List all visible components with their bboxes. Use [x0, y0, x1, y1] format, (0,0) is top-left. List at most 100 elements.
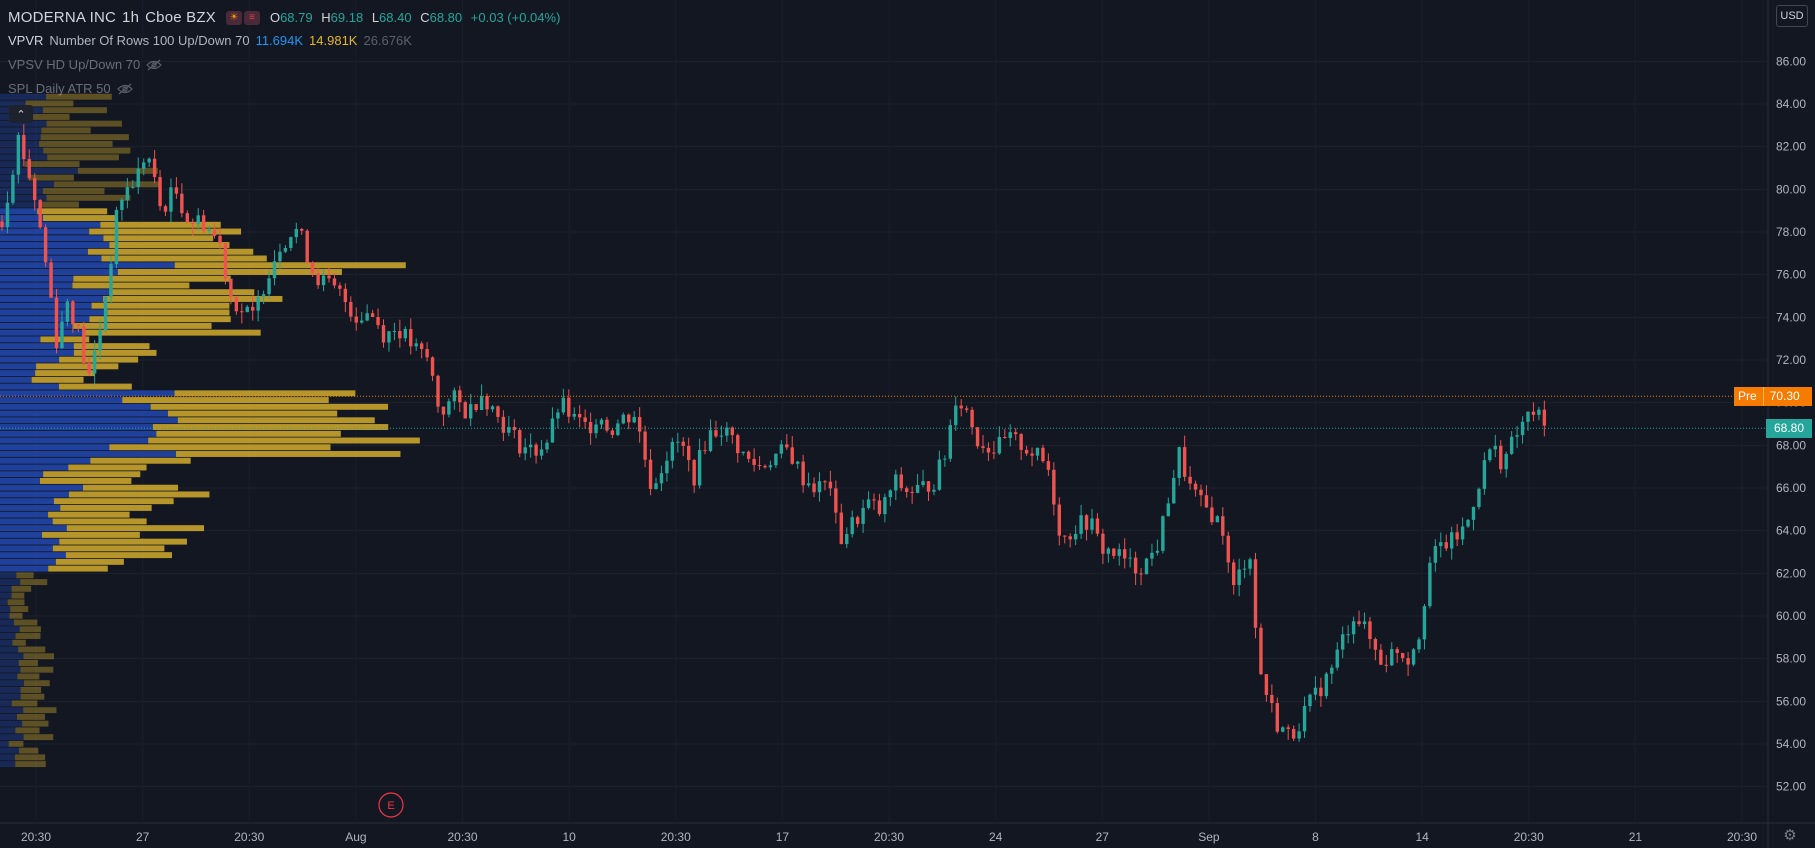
candle-body	[1460, 526, 1465, 540]
candle-body	[1302, 706, 1307, 732]
hidden-eye-icon[interactable]	[146, 59, 163, 71]
candle-body	[136, 168, 140, 187]
candle-body	[1520, 421, 1525, 436]
vp-down-bar	[7, 599, 25, 606]
vp-up-bar	[0, 302, 92, 309]
vp-up-bar	[0, 646, 19, 653]
vp-up-bar	[0, 660, 19, 666]
time-tick-label: 27	[1096, 830, 1110, 844]
vp-up-bar	[0, 700, 12, 707]
vp-down-bar	[156, 430, 341, 437]
candle-body	[245, 306, 249, 313]
candle-body	[425, 349, 429, 358]
candle-body	[719, 435, 724, 437]
candle-body	[1504, 453, 1508, 470]
vp-down-bar	[103, 235, 214, 242]
candle-body	[1351, 621, 1356, 635]
high-label: H	[321, 10, 331, 25]
indicator-legend-vpsv[interactable]: VPSV HD Up/Down 70	[8, 57, 163, 72]
vp-up-bar	[0, 525, 67, 532]
vp-down-bar	[37, 208, 108, 215]
candle-body	[1166, 503, 1170, 517]
vp-up-bar	[0, 471, 44, 478]
vp-up-bar	[0, 208, 38, 215]
candle-body	[899, 474, 903, 489]
candle-body	[87, 363, 91, 374]
candle-body	[594, 424, 598, 434]
price-axis[interactable]: 52.00 54.00 56.00 58.00 60.00 62.00 64.00 66.00…	[1776, 54, 1806, 793]
time-tick-label: 20:30	[21, 830, 51, 844]
candle-body	[572, 413, 576, 417]
symbol-legend[interactable]: MODERNA INC 1h Cboe BZX ☀ ≡ O68.79 H69.1…	[8, 9, 560, 26]
hidden-eye-icon[interactable]	[116, 83, 133, 95]
indicator-legend-vpvr[interactable]: VPVR Number Of Rows 100 Up/Down 70 11.69…	[8, 33, 412, 48]
vp-down-bar	[19, 626, 41, 633]
vp-up-bar	[0, 585, 12, 592]
chart-settings-button[interactable]: ⚙	[1779, 825, 1801, 845]
price-tick-label: 80.00	[1776, 182, 1806, 196]
vp-up-bar	[0, 653, 24, 660]
vp-up-bar	[0, 127, 42, 134]
candle-body	[474, 404, 478, 410]
currency-button[interactable]: USD	[1776, 5, 1808, 27]
candle-body	[283, 247, 288, 252]
candle-body	[915, 484, 920, 493]
vp-up-bar	[0, 194, 47, 201]
candle-body	[163, 206, 168, 212]
vp-down-bar	[48, 511, 130, 518]
candle-body	[1172, 477, 1176, 504]
candle-body	[1428, 562, 1432, 607]
vp-up-bar	[0, 390, 175, 397]
candle-body	[1482, 460, 1487, 489]
indicator-legend-atr[interactable]: SPL Daily ATR 50	[8, 81, 133, 96]
candle-body	[850, 517, 854, 535]
earnings-marker[interactable]: E	[378, 792, 404, 818]
status-flags[interactable]: ☀ ≡	[225, 10, 260, 25]
candle-body	[801, 461, 805, 486]
vp-up-bar	[0, 417, 178, 424]
close-value: 68.80	[429, 10, 463, 25]
candle-body	[447, 401, 451, 415]
candle-body	[1182, 447, 1187, 477]
candle-body	[599, 419, 604, 425]
vp-down-bar	[46, 93, 112, 100]
candle-body	[997, 436, 1002, 454]
price-tick-label: 66.00	[1776, 481, 1806, 495]
vp-up-bar	[0, 376, 32, 383]
interval-label[interactable]: 1h	[122, 9, 140, 26]
candle-body	[1417, 639, 1421, 650]
indicator-name[interactable]: SPL Daily ATR 50	[8, 81, 111, 96]
candle-body	[676, 441, 680, 443]
candles	[0, 124, 1547, 742]
candle-body	[278, 251, 282, 262]
vp-down-bar	[41, 127, 91, 134]
indicator-name[interactable]: VPVR	[8, 33, 44, 48]
time-tick-label: 27	[136, 830, 150, 844]
symbol-name[interactable]: MODERNA INC	[8, 9, 117, 26]
candle-body	[27, 159, 31, 179]
candle-body	[1073, 533, 1078, 540]
vp-up-bar	[0, 592, 12, 599]
vp-up-bar	[0, 740, 9, 747]
vp-down-bar	[77, 167, 158, 174]
time-axis[interactable]: 20:30 27 20:30 Aug 20:30 10 20:30 17 20:30 24 27 Se…	[21, 830, 1757, 844]
candle-body	[1335, 649, 1339, 668]
vp-down-bar	[35, 370, 95, 377]
market-closed-icon[interactable]: ☀	[225, 10, 242, 25]
candle-body	[152, 158, 157, 178]
candle-body	[1253, 559, 1258, 628]
vp-up-bar	[0, 100, 26, 107]
candle-body	[1128, 557, 1132, 559]
indicator-name[interactable]: VPSV HD Up/Down 70	[8, 57, 141, 72]
candle-body	[1095, 518, 1100, 534]
vp-down-bar	[33, 113, 70, 120]
time-tick-label: 20:30	[447, 830, 477, 844]
collapse-legend-button[interactable]: ⌃	[9, 105, 33, 123]
indicator-args: Number Of Rows 100 Up/Down 70	[49, 33, 250, 48]
candle-body	[550, 418, 555, 443]
data-delay-icon[interactable]: ≡	[243, 10, 260, 25]
time-tick-label: 14	[1415, 830, 1429, 844]
vp-down-bar	[82, 484, 179, 491]
candle-body	[730, 427, 734, 436]
